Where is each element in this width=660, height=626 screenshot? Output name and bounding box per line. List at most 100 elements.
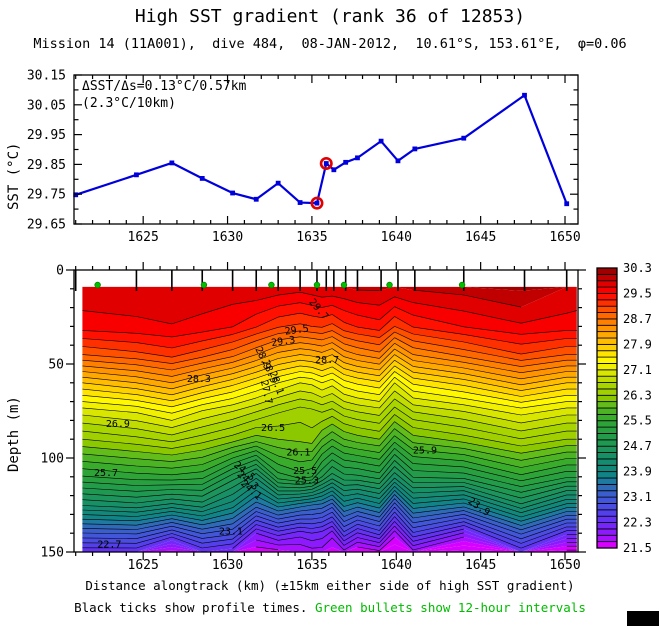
distance-axis-label: Distance alongtrack (km) (±15km either s… xyxy=(85,578,575,593)
isotherm-line xyxy=(82,336,577,371)
isotherm-band xyxy=(82,486,577,522)
colorbar-segment xyxy=(596,299,618,307)
isotherm-line xyxy=(82,359,577,396)
depth-ytick-label: 50 xyxy=(48,358,64,373)
colorbar-segment xyxy=(596,522,618,530)
depth-ytick-label: 100 xyxy=(41,452,64,467)
isotherm-line xyxy=(82,302,577,338)
sst-point-marker xyxy=(323,161,329,166)
colorbar-segment xyxy=(596,312,618,320)
sst-point-marker xyxy=(169,160,175,166)
colorbar-tick-label: 29.5 xyxy=(623,286,652,300)
isotherm-line xyxy=(82,371,577,408)
isotherm-label: 26.5 xyxy=(261,423,285,434)
isotherm-band xyxy=(82,323,577,364)
colorbar-segment xyxy=(596,534,618,543)
depth-axis-label: Depth (m) xyxy=(6,396,22,472)
sst-point-marker xyxy=(134,172,139,178)
colorbar-segment xyxy=(596,515,618,523)
twelve-hour-bullet xyxy=(200,281,208,289)
colorbar-segment xyxy=(596,305,618,313)
distance-xtick-label: 1625 xyxy=(128,558,159,573)
isotherm-band xyxy=(82,460,577,499)
isotherm-band xyxy=(82,330,577,370)
isotherm-band xyxy=(82,482,577,517)
sst-point-marker xyxy=(461,135,467,141)
figure-caption: Black ticks show profile times. Green bu… xyxy=(0,600,660,615)
colorbar-segment xyxy=(596,293,618,301)
isotherm-line xyxy=(82,312,577,349)
isotherm-band xyxy=(82,502,577,539)
isotherm-label: 28.7 xyxy=(315,355,339,366)
colorbar-segment xyxy=(596,471,618,479)
isotherm-line xyxy=(82,414,577,449)
isotherm-line xyxy=(82,354,577,390)
isotherm-line xyxy=(82,494,577,526)
colorbar-segment xyxy=(596,413,618,422)
isotherm-band xyxy=(82,398,577,442)
caption-green-bullets: Green bullets show 12-hour intervals xyxy=(314,600,586,615)
isotherm-label: 27.7 xyxy=(258,379,274,405)
figure-title: High SST gradient (rank 36 of 12853) xyxy=(134,6,526,27)
colorbar-segment xyxy=(596,528,618,536)
isotherm-label: 25.9 xyxy=(413,445,437,456)
sst-ytick-label: 29.95 xyxy=(27,128,66,143)
colorbar-segment xyxy=(596,286,618,294)
isotherm-band xyxy=(82,407,577,449)
sst-ytick-label: 30.05 xyxy=(27,98,66,113)
isotherm-band xyxy=(82,382,577,428)
twelve-hour-bullet xyxy=(94,281,101,289)
isotherm-line xyxy=(82,323,577,358)
isotherm-band xyxy=(82,302,577,348)
depth-ytick-label: 0 xyxy=(56,264,64,279)
isotherm-band xyxy=(82,365,577,407)
isotherm-line xyxy=(82,502,577,535)
colorbar-segment xyxy=(596,324,618,333)
isotherm-line xyxy=(82,448,577,482)
isotherm-line xyxy=(82,472,577,505)
isotherm-line xyxy=(82,330,577,364)
isotherm-line xyxy=(82,342,577,377)
isotherm-band xyxy=(82,521,577,552)
colorbar-tick-label: 27.9 xyxy=(623,337,652,351)
sst-point-marker xyxy=(275,180,281,186)
colorbar-tick-label: 30.3 xyxy=(623,261,652,275)
twelve-hour-bullet xyxy=(340,281,348,289)
isotherm-band xyxy=(82,292,577,337)
sst-point-marker xyxy=(343,159,349,165)
colorbar-segment xyxy=(596,280,618,288)
colorbar-segment xyxy=(596,445,618,453)
colorbar-segment xyxy=(596,483,618,492)
sst-axes: 29.65 29.75 29.85 29.95 30.05 30.15 1625 1630 16… xyxy=(27,69,581,246)
sst-point-marker xyxy=(314,200,320,206)
isotherm-label: 25.5 xyxy=(293,466,317,477)
gradient-annotation-line2: (2.3°C/10km) xyxy=(82,96,176,111)
isotherm-band xyxy=(82,360,577,401)
isotherm-line xyxy=(82,435,577,469)
isotherm-label: 25.7 xyxy=(94,468,118,479)
isotherm-line xyxy=(82,376,577,414)
sst-xtick-label: 1645 xyxy=(465,230,496,245)
sst-point-marker xyxy=(199,176,205,181)
isotherm-line xyxy=(82,406,577,443)
gradient-endpoint-ring xyxy=(319,157,333,171)
isotherm-line xyxy=(82,481,577,513)
isotherm-band xyxy=(82,354,577,395)
colorbar-segment xyxy=(596,318,618,326)
colorbar-segment xyxy=(596,343,618,352)
isotherm-line xyxy=(82,506,577,540)
distance-xtick-label: 1650 xyxy=(549,558,580,573)
colorbar-segment xyxy=(596,337,618,345)
isotherm-line xyxy=(82,486,577,518)
sst-axis-label: SST (°C) xyxy=(6,142,22,210)
isotherm-label: 23.1 xyxy=(219,526,243,537)
isotherm-band xyxy=(82,511,577,549)
isotherm-label: 29.3 xyxy=(271,335,296,349)
distance-xtick-label: 1635 xyxy=(296,558,327,573)
isotherm-line xyxy=(82,511,577,544)
colorbar-segment xyxy=(596,439,618,447)
isotherm-label: 28.3 xyxy=(187,374,211,385)
isotherm-line xyxy=(82,291,577,325)
isotherm-band xyxy=(82,442,577,481)
